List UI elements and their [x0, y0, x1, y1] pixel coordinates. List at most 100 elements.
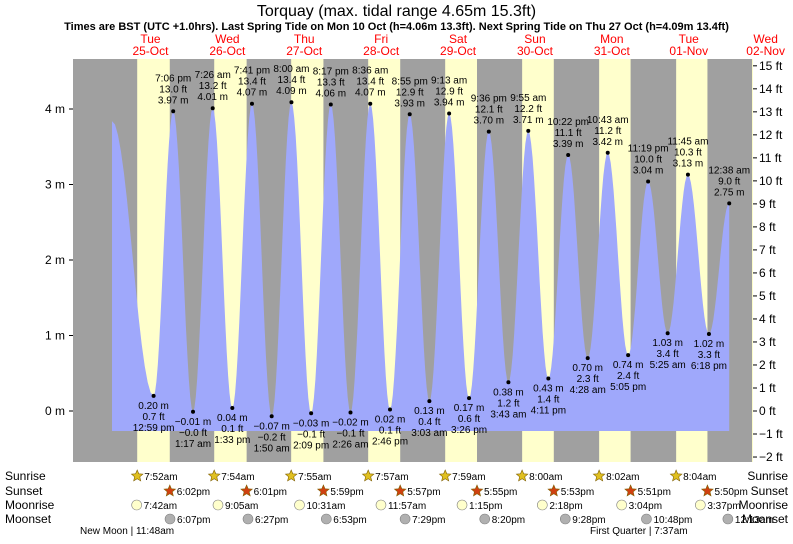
sunrise-time: 7:54am — [221, 472, 254, 483]
y-tick-label-ft: 8 ft — [759, 220, 776, 234]
high-tide-dot — [249, 101, 254, 106]
chart-title: Torquay (max. tidal range 4.65m 15.3ft) — [257, 3, 536, 20]
tide-area — [112, 102, 730, 431]
y-tick-label-ft: 3 ft — [759, 335, 776, 349]
high-tide-dot — [368, 101, 373, 106]
high-tide-dot — [566, 153, 571, 158]
moonrise-icon — [537, 499, 548, 511]
moonset-row-label-left: Moonset — [5, 512, 52, 526]
high-tide-label: 8:00 am — [273, 64, 309, 75]
low-tide-label: −0.0 ft — [179, 428, 207, 439]
day-date: 31-Oct — [594, 44, 631, 58]
day-date: 30-Oct — [517, 44, 554, 58]
low-tide-label: −0.02 m — [332, 418, 368, 429]
moonrise-icon — [294, 499, 305, 511]
high-tide-label: 2.75 m — [714, 187, 745, 198]
moon-phase-new: New Moon | 11:48am — [80, 526, 174, 537]
low-tide-label: 4:11 pm — [531, 406, 566, 417]
day-date: 28-Oct — [363, 44, 400, 58]
moonset-time: 6:53pm — [333, 515, 366, 526]
y-tick-label-ft: 6 ft — [759, 266, 776, 280]
low-tide-label: 1.4 ft — [537, 395, 559, 406]
low-tide-label: 0.04 m — [217, 413, 248, 424]
sunset-icon — [470, 484, 484, 497]
low-tide-dot — [191, 409, 196, 414]
low-tide-label: 0.17 m — [454, 403, 485, 414]
high-tide-label: 12.1 ft — [475, 105, 503, 116]
high-tide-label: 3.42 m — [592, 137, 623, 148]
y-tick-label-m: 1 m — [45, 329, 65, 343]
high-tide-label: 8:17 pm — [313, 66, 349, 77]
high-tide-dot — [447, 111, 452, 116]
y-tick-label-ft: 0 ft — [759, 404, 776, 418]
low-tide-dot — [309, 411, 314, 416]
low-tide-label: 6:18 pm — [691, 361, 727, 372]
moonrise-row-label-left: Moonrise — [5, 498, 55, 512]
low-tide-dot — [388, 407, 393, 412]
moonrise-time: 2:18pm — [549, 501, 582, 512]
high-tide-label: 7:26 am — [195, 70, 231, 81]
sunrise-time: 8:04am — [683, 472, 716, 483]
high-tide-label: 3.94 m — [434, 98, 465, 109]
y-tick-label-m: 3 m — [45, 178, 65, 192]
high-tide-label: 13.0 ft — [159, 84, 187, 95]
low-tide-label: 0.4 ft — [418, 417, 440, 428]
day-date: 25-Oct — [132, 44, 169, 58]
moonset-icon — [164, 513, 176, 525]
chart-subtitle: Times are BST (UTC +1.0hrs). Last Spring… — [64, 21, 729, 33]
day-of-week: Wed — [753, 32, 777, 46]
moonrise-icon — [375, 499, 387, 511]
moonrise-icon — [131, 499, 142, 511]
high-tide-label: 7:41 pm — [234, 66, 270, 77]
sunrise-icon — [207, 469, 221, 482]
high-tide-label: 12.9 ft — [435, 87, 463, 98]
sunset-icon — [163, 484, 177, 497]
sunset-icon — [624, 484, 638, 497]
low-tide-label: 0.7 ft — [142, 412, 164, 423]
sunset-icon — [316, 484, 330, 497]
sunset-icon — [700, 484, 714, 497]
low-tide-label: 2:09 pm — [293, 440, 329, 451]
low-tide-label: −0.1 ft — [297, 429, 325, 440]
sunset-time: 5:57pm — [407, 487, 440, 498]
high-tide-label: 11:19 pm — [628, 143, 669, 154]
low-tide-label: 0.70 m — [572, 363, 603, 374]
moonset-time: 10:48pm — [653, 515, 692, 526]
sunset-time: 5:50pm — [714, 487, 747, 498]
day-of-week: Sun — [524, 32, 545, 46]
high-tide-label: 9:36 pm — [471, 94, 507, 105]
low-tide-dot — [546, 376, 551, 381]
low-tide-dot — [269, 414, 274, 419]
high-tide-label: 9:55 am — [510, 93, 546, 104]
y-tick-label-ft: 13 ft — [759, 105, 783, 119]
y-tick-label-ft: 2 ft — [759, 358, 776, 372]
low-tide-label: 5:05 pm — [610, 382, 646, 393]
high-tide-label: 12.9 ft — [396, 87, 424, 98]
low-tide-dot — [665, 331, 670, 336]
y-tick-label-ft: −2 ft — [759, 450, 783, 464]
moonrise-time: 11:57am — [388, 501, 426, 512]
high-tide-label: 8:36 am — [352, 66, 388, 77]
day-date: 26-Oct — [209, 44, 246, 58]
sunrise-time: 7:59am — [452, 472, 485, 483]
moonset-icon — [722, 513, 734, 525]
y-tick-label-ft: 4 ft — [759, 312, 776, 326]
low-tide-label: 0.20 m — [138, 401, 169, 412]
moonset-time: 8:20pm — [492, 515, 525, 526]
low-tide-label: 1.02 m — [694, 339, 725, 350]
moonset-icon — [559, 513, 571, 525]
day-of-week: Tue — [140, 32, 161, 46]
low-tide-label: 0.43 m — [533, 384, 564, 395]
sunset-icon — [240, 484, 254, 497]
moonset-icon — [479, 513, 491, 525]
sunrise-time: 7:57am — [375, 472, 408, 483]
high-tide-label: 3.04 m — [633, 165, 664, 176]
sunset-icon — [393, 484, 407, 497]
moonrise-time: 3:37pm — [707, 501, 740, 512]
high-tide-label: 4.06 m — [316, 88, 347, 99]
high-tide-label: 10.3 ft — [674, 148, 702, 159]
high-tide-label: 3.39 m — [553, 139, 584, 150]
low-tide-label: −0.01 m — [175, 417, 211, 428]
